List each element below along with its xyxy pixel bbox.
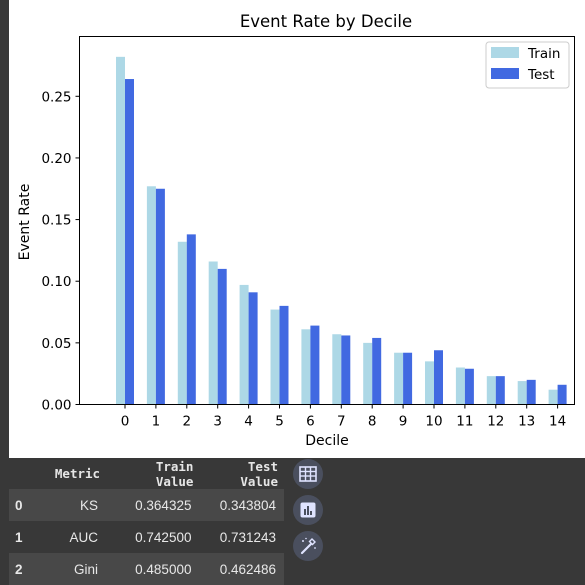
column-header-test-value: Test Value <box>199 458 284 489</box>
cell-gutter <box>0 0 9 585</box>
x-tick-label: 0 <box>121 414 130 430</box>
y-tick-label: 0.05 <box>41 336 71 352</box>
bar-train-decile-6 <box>301 329 310 404</box>
bar-train-decile-13 <box>518 381 527 404</box>
bar-train-decile-0 <box>116 57 125 405</box>
x-tick-label: 3 <box>213 414 222 430</box>
bar-test-decile-13 <box>527 380 536 405</box>
cell-train-value: 0.364325 <box>106 489 199 521</box>
table-row: 1 AUC 0.742500 0.731243 <box>9 521 284 553</box>
x-tick-label: 12 <box>487 414 504 430</box>
x-tick-label: 13 <box>518 414 535 430</box>
cell-train-value: 0.485000 <box>106 553 199 585</box>
bar-test-decile-3 <box>218 269 227 405</box>
bar-train-decile-12 <box>487 376 496 404</box>
cell-metric: Gini <box>40 553 106 585</box>
bar-train-decile-7 <box>332 334 341 404</box>
generate-code-button[interactable] <box>293 531 323 561</box>
legend-swatch-test <box>491 68 519 79</box>
y-tick-label: 0.20 <box>41 151 71 167</box>
convert-to-table-button[interactable] <box>293 459 323 489</box>
suggest-chart-button[interactable] <box>293 495 323 525</box>
y-tick-label: 0.15 <box>41 213 71 229</box>
x-tick-label: 8 <box>368 414 377 430</box>
legend-swatch-train <box>491 47 519 58</box>
bar-test-decile-8 <box>372 338 381 405</box>
bar-test-decile-9 <box>403 353 412 405</box>
cell-metric: AUC <box>40 521 106 553</box>
dataframe-output: Metric Train Value Test Value 0 KS 0.364… <box>9 458 284 585</box>
x-ticks-group: 0 1 2 3 4 5 6 7 8 9 10 11 12 13 14 <box>121 405 566 430</box>
x-tick-label: 7 <box>337 414 346 430</box>
bar-test-decile-0 <box>125 79 134 404</box>
table-row: 0 KS 0.364325 0.343804 <box>9 489 284 521</box>
bar-chart-icon <box>298 500 318 520</box>
x-tick-label: 10 <box>425 414 442 430</box>
row-index: 1 <box>9 521 40 553</box>
plot-output: Event Rate by Decile Event Rate Decile 0… <box>9 0 585 458</box>
bar-test-decile-14 <box>558 385 567 405</box>
x-tick-label: 14 <box>549 414 566 430</box>
table-icon <box>298 464 318 484</box>
bar-train-decile-5 <box>271 310 280 405</box>
legend: Train Test <box>486 42 569 88</box>
x-axis-label: Decile <box>305 433 348 449</box>
bar-test-decile-4 <box>249 292 258 404</box>
bar-test-decile-5 <box>280 306 289 405</box>
bar-train-decile-11 <box>456 368 465 405</box>
chart-title: Event Rate by Decile <box>240 12 412 31</box>
bar-train-decile-14 <box>549 390 558 405</box>
table-row: 2 Gini 0.485000 0.462486 <box>9 553 284 585</box>
y-tick-label: 0.00 <box>41 398 71 414</box>
bar-train-decile-2 <box>178 242 187 405</box>
column-header-metric: Metric <box>40 458 106 489</box>
x-tick-label: 1 <box>152 414 161 430</box>
x-tick-label: 11 <box>456 414 473 430</box>
cell-metric: KS <box>40 489 106 521</box>
y-ticks-group: 0.00 0.05 0.10 0.15 0.20 0.25 <box>41 89 79 413</box>
x-tick-label: 2 <box>183 414 192 430</box>
event-rate-chart: Event Rate by Decile Event Rate Decile 0… <box>9 0 585 458</box>
bar-train-decile-1 <box>147 186 156 404</box>
column-header-train-value: Train Value <box>106 458 199 489</box>
legend-label-test: Test <box>527 67 555 83</box>
x-tick-label: 4 <box>244 414 253 430</box>
index-header <box>9 458 40 489</box>
bar-test-decile-10 <box>434 350 443 404</box>
bars-group <box>116 57 567 405</box>
row-index: 0 <box>9 489 40 521</box>
table-header-row: Metric Train Value Test Value <box>9 458 284 489</box>
bar-train-decile-9 <box>394 353 403 405</box>
x-tick-label: 5 <box>275 414 284 430</box>
cell-test-value: 0.343804 <box>199 489 284 521</box>
x-tick-label: 6 <box>306 414 315 430</box>
bar-test-decile-6 <box>310 326 319 405</box>
bar-test-decile-1 <box>156 189 165 405</box>
x-tick-label: 9 <box>399 414 408 430</box>
y-tick-label: 0.25 <box>41 89 71 105</box>
bar-test-decile-7 <box>341 335 350 404</box>
metrics-table: Metric Train Value Test Value 0 KS 0.364… <box>9 458 284 585</box>
cell-test-value: 0.462486 <box>199 553 284 585</box>
bar-test-decile-12 <box>496 376 505 404</box>
cell-train-value: 0.742500 <box>106 521 199 553</box>
legend-label-train: Train <box>527 46 560 62</box>
bar-train-decile-8 <box>363 343 372 405</box>
bar-train-decile-3 <box>209 261 218 404</box>
bar-test-decile-11 <box>465 369 474 405</box>
bar-test-decile-2 <box>187 234 196 404</box>
cell-test-value: 0.731243 <box>199 521 284 553</box>
bar-train-decile-4 <box>240 285 249 405</box>
magic-wand-icon <box>298 536 318 556</box>
bar-train-decile-10 <box>425 361 434 404</box>
row-index: 2 <box>9 553 40 585</box>
output-toolbar <box>292 458 326 585</box>
y-tick-label: 0.10 <box>41 274 71 290</box>
y-axis-label: Event Rate <box>17 184 33 261</box>
